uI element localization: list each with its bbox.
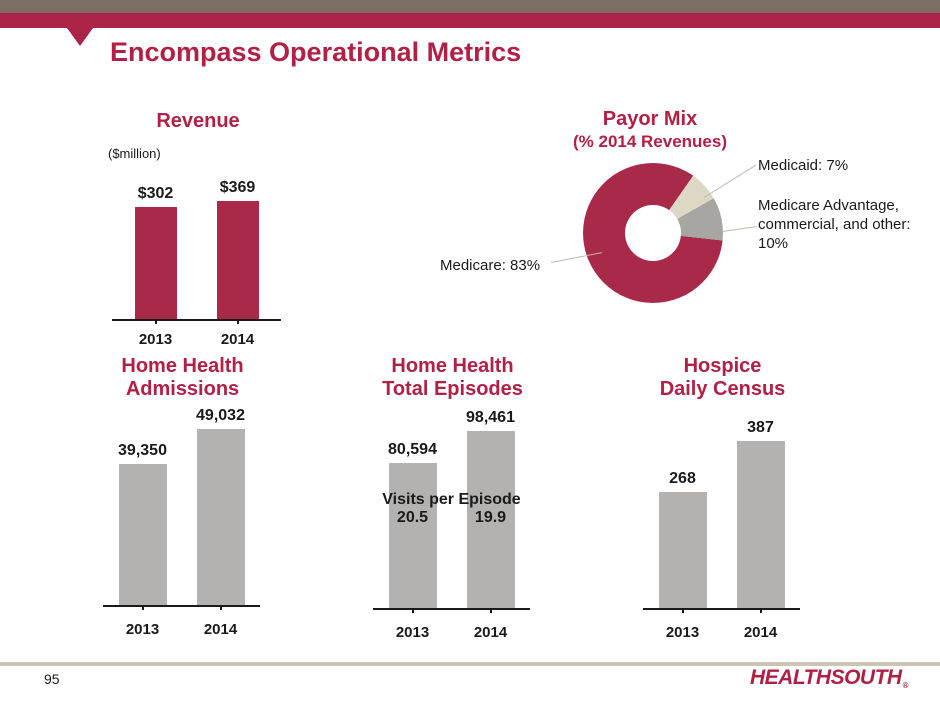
- hospice-year-2013: 2013: [665, 624, 700, 641]
- admissions-axis-ticks: [103, 605, 260, 610]
- episodes-year-2014: 2014: [473, 624, 508, 641]
- episodes-chart: Home Health Total Episodes 80,594 98,461…: [365, 355, 540, 645]
- hospice-column-2014: 387: [736, 406, 785, 608]
- admissions-year-2014: 2014: [203, 621, 238, 638]
- admissions-bar-2013: [118, 463, 167, 605]
- hospice-category-labels: 2013 2014: [643, 624, 800, 641]
- revenue-chart-title: Revenue: [156, 110, 240, 132]
- admissions-title-line1: Home Health: [121, 355, 244, 377]
- registered-trademark-icon: ®: [902, 681, 909, 690]
- revenue-chart: Revenue ($million) $302 $369 2013 2014: [98, 110, 298, 360]
- hospice-bar-2013: [658, 492, 707, 608]
- hospice-bar-2014: [736, 441, 785, 608]
- admissions-chart: Home Health Admissions 39,350 49,032 201…: [95, 355, 270, 645]
- visits-per-episode-2013: 20.5: [396, 509, 429, 526]
- episodes-value-2014: 98,461: [466, 409, 515, 426]
- admissions-plot-area: 39,350 49,032: [103, 403, 260, 607]
- hospice-chart: Hospice Daily Census 268 387 2013 2014: [635, 355, 810, 645]
- hospice-year-2014: 2014: [743, 624, 778, 641]
- revenue-bar-2014: [216, 201, 259, 319]
- revenue-year-2013: 2013: [138, 331, 173, 348]
- admissions-bar-2014: [196, 429, 245, 605]
- episodes-bar-2014: [466, 431, 515, 608]
- revenue-value-2014: $369: [219, 179, 256, 196]
- payor-mix-donut-hole: [625, 205, 681, 261]
- payor-mix-subtitle: (% 2014 Revenues): [572, 132, 728, 151]
- episodes-bar-2013: [388, 463, 437, 608]
- episodes-title-line2: Total Episodes: [382, 378, 523, 400]
- hospice-plot-area: 268 387: [643, 406, 800, 610]
- episodes-value-2013: 80,594: [388, 441, 437, 459]
- admissions-year-2013: 2013: [125, 621, 160, 638]
- episodes-plot-area: 80,594 98,461 Visits per Episode 20.5 19…: [373, 406, 530, 610]
- revenue-value-2013: $302: [137, 184, 174, 202]
- payor-label-other: Medicare Advantage, commercial, and othe…: [758, 197, 911, 252]
- revenue-plot-area: $302 $369: [112, 179, 281, 321]
- revenue-category-labels: 2013 2014: [112, 331, 281, 348]
- admissions-column-2014: 49,032: [196, 403, 245, 605]
- footer-divider: [0, 662, 940, 666]
- header-taupe-band: [0, 0, 940, 13]
- episodes-category-labels: 2013 2014: [373, 624, 530, 641]
- hospice-value-2013: 268: [669, 470, 696, 488]
- admissions-title: Home Health Admissions: [95, 355, 270, 401]
- visits-per-episode-2014: 19.9: [474, 509, 507, 526]
- healthsouth-logo-text: HEALTHSOUTH: [749, 666, 902, 689]
- episodes-column-2013: 80,594: [388, 406, 437, 608]
- admissions-value-2013: 39,350: [118, 441, 167, 459]
- episodes-year-2013: 2013: [395, 624, 430, 641]
- visits-per-episode-label: Visits per Episode: [382, 491, 521, 508]
- episodes-axis-ticks: [373, 608, 530, 613]
- episodes-title: Home Health Total Episodes: [365, 355, 540, 401]
- revenue-axis-ticks: [112, 319, 281, 324]
- hospice-title-line1: Hospice: [683, 355, 762, 377]
- payor-label-medicare: Medicare: 83%: [440, 257, 541, 274]
- header-crimson-band: [0, 13, 940, 28]
- episodes-title-line1: Home Health: [391, 355, 514, 377]
- hospice-title-line2: Daily Census: [659, 378, 786, 400]
- payor-mix-chart-header: Payor Mix (% 2014 Revenues): [528, 108, 772, 308]
- admissions-column-2013: 39,350: [118, 403, 167, 605]
- revenue-year-2014: 2014: [220, 331, 255, 348]
- payor-label-medicaid: Medicaid: 7%: [758, 157, 849, 174]
- hospice-value-2014: 387: [747, 419, 774, 436]
- episodes-column-2014: 98,461: [466, 406, 515, 608]
- revenue-column-2014: $369: [216, 179, 259, 319]
- revenue-unit-label: ($million): [108, 146, 161, 161]
- page-number: 95: [44, 671, 60, 687]
- revenue-bar-2013: [134, 206, 177, 319]
- hospice-title: Hospice Daily Census: [635, 355, 810, 401]
- slide-title: Encompass Operational Metrics: [110, 37, 522, 67]
- hospice-axis-ticks: [643, 608, 800, 613]
- admissions-title-line2: Admissions: [125, 378, 240, 400]
- payor-mix-title: Payor Mix: [602, 108, 698, 130]
- header-notch-triangle-icon: [67, 28, 93, 46]
- admissions-category-labels: 2013 2014: [103, 621, 260, 638]
- admissions-value-2014: 49,032: [196, 407, 245, 424]
- revenue-column-2013: $302: [134, 179, 177, 319]
- healthsouth-logo: HEALTHSOUTH®: [749, 666, 909, 690]
- visits-per-episode-values: 20.5 19.9: [373, 509, 530, 527]
- hospice-column-2013: 268: [658, 406, 707, 608]
